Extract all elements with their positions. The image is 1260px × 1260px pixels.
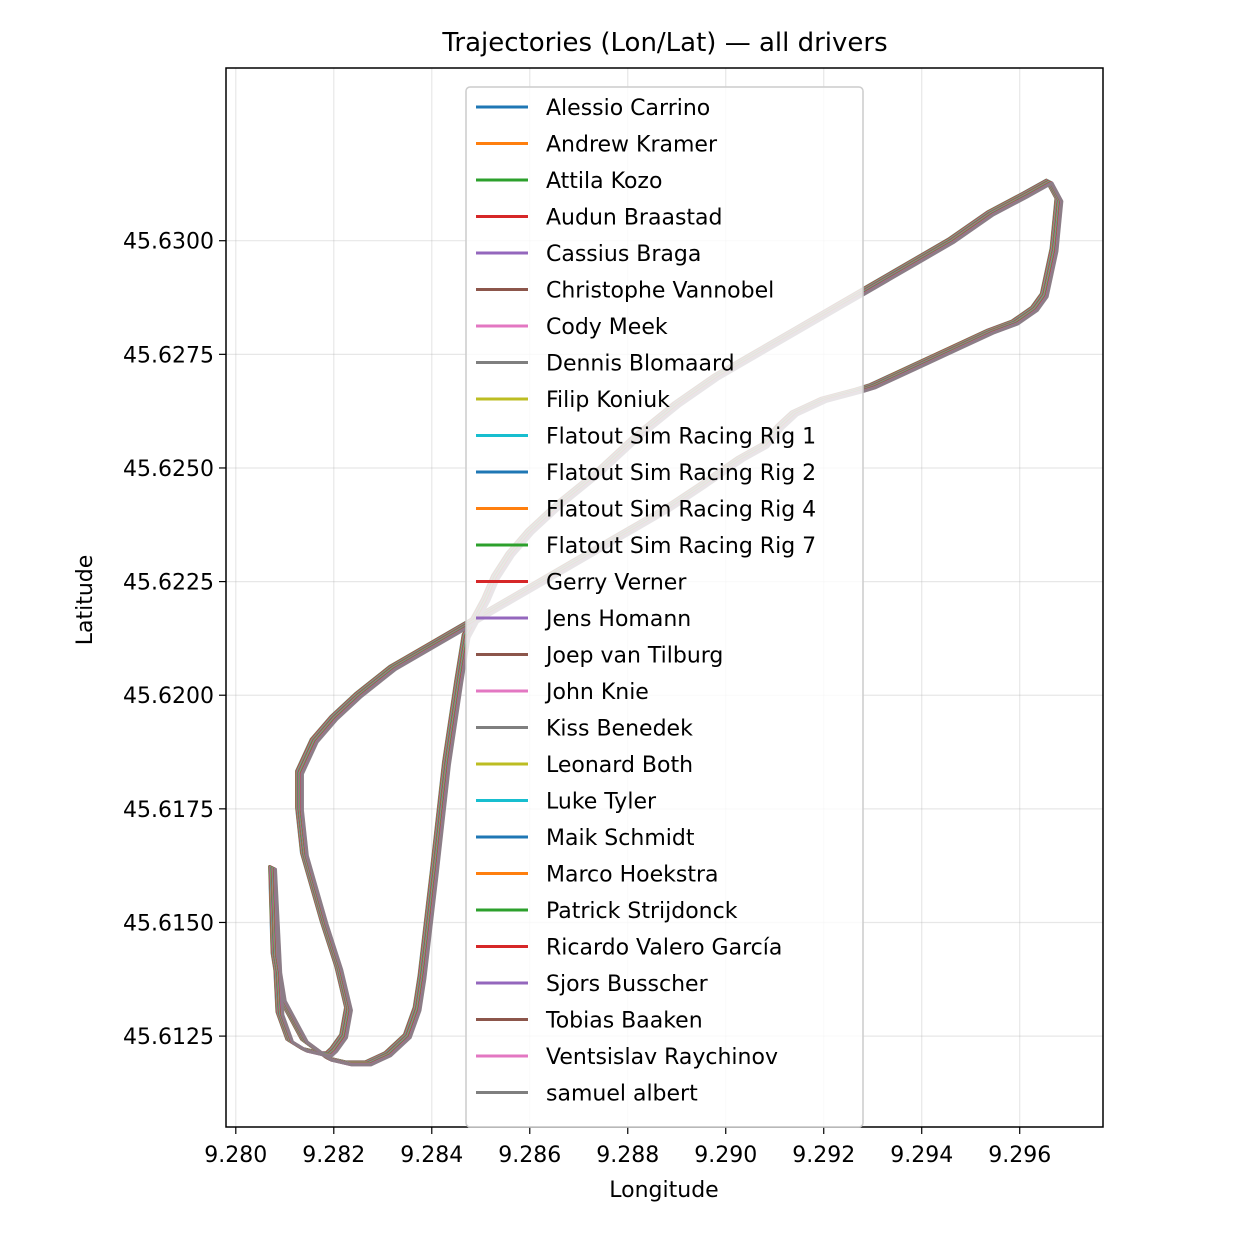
legend: Alessio Carrino Andrew Kramer Attila Kozo A… [465,86,864,1128]
x-tick-label: 9.282 [302,1143,365,1168]
legend-entry: Flatout Sim Racing Rig 1 [476,425,816,450]
y-tick-label: 45.6150 [123,911,214,936]
y-tick-label: 45.6175 [123,798,214,823]
legend-entry: Sjors Busscher [476,972,709,997]
legend-entry: Filip Koniuk [476,388,670,413]
y-tick-label: 45.6250 [123,457,214,482]
legend-entry: Audun Braastad [476,206,722,231]
legend-label: Ricardo Valero García [546,936,782,961]
legend-entry: Andrew Kramer [476,133,718,158]
y-axis-label: Latitude [73,555,98,646]
legend-label: Ventsislav Raychinov [546,1045,778,1070]
x-tick-label: 9.290 [694,1143,757,1168]
legend-label: Attila Kozo [546,169,662,194]
legend-label: Gerry Verner [546,571,687,596]
legend-entry: Alessio Carrino [476,96,710,121]
legend-label: Flatout Sim Racing Rig 7 [546,534,816,559]
x-tick-label: 9.284 [400,1143,463,1168]
legend-label: Luke Tyler [546,790,657,815]
legend-label: Jens Homann [544,607,691,632]
legend-label: Cody Meek [546,315,668,340]
legend-label: Audun Braastad [546,206,722,231]
legend-entry: samuel albert [476,1082,698,1107]
legend-label: Leonard Both [546,753,693,778]
legend-label: Marco Hoekstra [546,863,718,888]
x-tick-label: 9.294 [890,1143,953,1168]
legend-entry: Gerry Verner [476,571,687,596]
x-tick-label: 9.292 [792,1143,855,1168]
legend-entry: Flatout Sim Racing Rig 7 [476,534,816,559]
legend-entry: Tobias Baaken [476,1009,703,1034]
x-tick-label: 9.296 [988,1143,1051,1168]
x-tick-label: 9.286 [498,1143,561,1168]
legend-label: Alessio Carrino [546,96,710,121]
y-axis-ticks: 45.6125 45.6150 45.6175 45.6200 45.6225 45.62… [123,230,226,1050]
legend-label: Sjors Busscher [546,972,709,997]
legend-entry: Marco Hoekstra [476,863,718,888]
legend-label: Patrick Strijdonck [546,899,738,924]
legend-entry: Flatout Sim Racing Rig 4 [476,498,816,523]
legend-entry: Luke Tyler [476,790,657,815]
x-axis-label: Longitude [609,1178,718,1203]
trajectory-lines [268,178,1064,1067]
legend-label: Flatout Sim Racing Rig 2 [546,461,816,486]
legend-label: Filip Koniuk [546,388,670,413]
legend-label: Flatout Sim Racing Rig 1 [546,425,816,450]
x-tick-label: 9.280 [204,1143,267,1168]
legend-entry: Leonard Both [476,753,693,778]
legend-label: Dennis Blomaard [546,352,735,377]
legend-entry: Maik Schmidt [476,826,695,851]
y-tick-label: 45.6225 [123,571,214,596]
y-tick-label: 45.6200 [123,684,214,709]
legend-entry: Flatout Sim Racing Rig 2 [476,461,816,486]
legend-entry: Jens Homann [476,607,691,632]
legend-entry: Christophe Vannobel [476,279,774,304]
trajectory-line [274,181,1064,1067]
legend-label: John Knie [544,680,649,705]
legend-entry: Joep van Tilburg [476,644,723,669]
x-axis-ticks: 9.280 9.282 9.284 9.286 9.288 9.290 9.292 9.294… [204,1127,1051,1168]
legend-entry: Attila Kozo [476,169,662,194]
legend-entry: Dennis Blomaard [476,352,735,377]
legend-label: Flatout Sim Racing Rig 4 [546,498,816,523]
x-tick-label: 9.288 [596,1143,659,1168]
legend-label: Joep van Tilburg [544,644,723,669]
y-tick-label: 45.6125 [123,1025,214,1050]
legend-entry: Patrick Strijdonck [476,899,738,924]
legend-label: Maik Schmidt [546,826,695,851]
legend-box [465,86,864,1128]
legend-label: Tobias Baaken [545,1009,703,1034]
legend-label: Andrew Kramer [546,133,718,158]
legend-entry: Kiss Benedek [476,717,693,742]
legend-label: Cassius Braga [546,242,701,267]
legend-label: Kiss Benedek [546,717,693,742]
legend-entry: Ventsislav Raychinov [476,1045,778,1070]
y-tick-label: 45.6275 [123,343,214,368]
y-tick-label: 45.6300 [123,230,214,255]
legend-label: Christophe Vannobel [546,279,774,304]
legend-entry: John Knie [476,680,649,705]
legend-label: samuel albert [546,1082,698,1107]
chart-title: Trajectories (Lon/Lat) — all drivers [441,28,887,58]
legend-entry: Cody Meek [476,315,668,340]
legend-entry: Ricardo Valero García [476,936,782,961]
legend-entry: Cassius Braga [476,242,701,267]
